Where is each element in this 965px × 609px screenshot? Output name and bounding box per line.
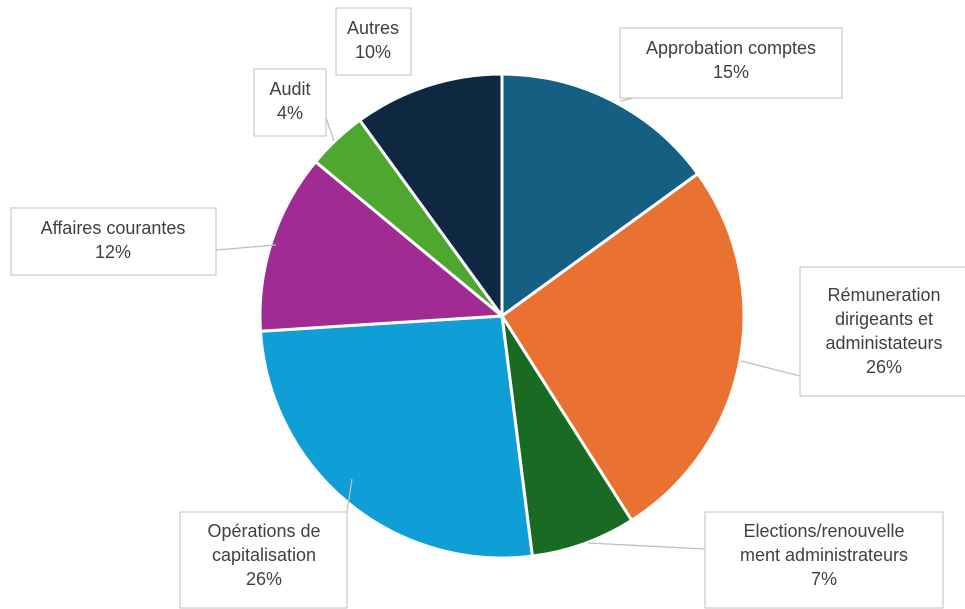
data-label-7: Autres 10% [335, 7, 412, 76]
data-label-6: Audit 4% [253, 68, 327, 137]
data-label-box [253, 68, 327, 137]
data-label-percent: 10% [355, 42, 391, 62]
data-label-box [704, 511, 944, 609]
leader-line-3 [587, 542, 706, 550]
pie-slice-3 [500, 314, 634, 558]
data-label-category: Audit [269, 79, 310, 99]
leader-line-4 [346, 478, 353, 513]
data-label-box [10, 207, 217, 276]
leader-line-6 [325, 117, 335, 142]
data-label-category: Autres [347, 18, 399, 38]
data-label-4: Opérations de capitalisation 26% [179, 511, 348, 609]
data-label-percent: 15% [713, 62, 749, 82]
pie-slice-2 [500, 172, 746, 522]
leader-line-2 [740, 360, 801, 377]
data-label-percent: 4% [277, 103, 303, 123]
data-label-box [335, 7, 412, 76]
data-label-category: ment administrateurs [740, 545, 908, 565]
data-label-category: Affaires courantes [41, 218, 186, 238]
pie-slice-1 [500, 72, 700, 318]
data-labels: Approbation comptes 15% Rémuneration dirige… [10, 7, 965, 609]
data-label-category: Opérations de [207, 521, 320, 541]
data-label-2: Rémuneration dirigeants et administateurs 2… [799, 266, 965, 397]
pie-slice-7 [358, 72, 504, 318]
data-label-1: Approbation comptes 15% [619, 27, 843, 99]
data-label-category: Elections/renouvelle [743, 521, 904, 541]
data-label-percent: 7% [811, 569, 837, 589]
pie-slice-5 [258, 160, 504, 333]
data-label-category: capitalisation [212, 545, 316, 565]
data-label-category: administateurs [825, 333, 942, 353]
data-label-percent: 26% [246, 569, 282, 589]
data-label-category: Rémuneration [827, 285, 940, 305]
data-label-category: Approbation comptes [646, 38, 816, 58]
data-label-box [799, 266, 965, 397]
data-label-box [179, 511, 348, 609]
data-label-percent: 26% [866, 357, 902, 377]
leader-line-5 [215, 244, 277, 251]
data-label-3: Elections/renouvelle ment administrateurs… [704, 511, 944, 609]
pie-slices [258, 72, 746, 560]
data-label-5: Affaires courantes 12% [10, 207, 217, 276]
data-label-box [619, 27, 843, 99]
data-label-percent: 12% [95, 242, 131, 262]
data-label-category: dirigeants et [835, 309, 933, 329]
